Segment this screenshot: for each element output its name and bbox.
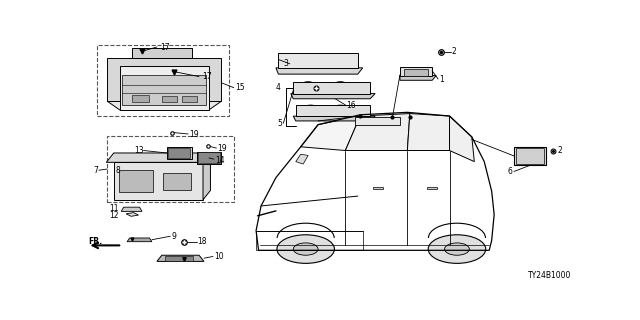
Ellipse shape	[301, 105, 320, 116]
Text: 7: 7	[93, 166, 98, 175]
Ellipse shape	[302, 84, 314, 92]
Text: 14: 14	[215, 156, 225, 165]
Polygon shape	[408, 114, 449, 150]
Circle shape	[136, 82, 148, 88]
Circle shape	[428, 235, 486, 263]
Polygon shape	[400, 67, 432, 76]
Polygon shape	[400, 76, 436, 80]
Bar	[163, 173, 191, 190]
Text: 9: 9	[172, 232, 176, 241]
Polygon shape	[291, 93, 375, 99]
Text: 11: 11	[109, 204, 118, 213]
Text: 3: 3	[284, 59, 288, 68]
Text: 1: 1	[439, 75, 444, 84]
Polygon shape	[278, 53, 358, 68]
Ellipse shape	[319, 57, 328, 64]
Bar	[198, 153, 220, 163]
Polygon shape	[114, 162, 203, 200]
Polygon shape	[108, 101, 221, 110]
Bar	[122, 75, 207, 105]
Bar	[404, 69, 428, 76]
Polygon shape	[126, 212, 138, 216]
Ellipse shape	[330, 82, 350, 93]
Bar	[162, 96, 177, 102]
Bar	[168, 148, 190, 158]
Polygon shape	[346, 114, 410, 150]
Text: 2: 2	[452, 47, 457, 56]
Text: 19: 19	[218, 144, 227, 153]
Bar	[355, 117, 400, 124]
Polygon shape	[157, 255, 204, 261]
Polygon shape	[301, 116, 360, 150]
Polygon shape	[293, 82, 370, 93]
Text: 12: 12	[109, 211, 118, 220]
Ellipse shape	[336, 57, 345, 64]
Text: 17: 17	[161, 43, 170, 52]
Bar	[182, 96, 196, 102]
Circle shape	[277, 235, 335, 263]
Bar	[118, 170, 154, 192]
Polygon shape	[120, 66, 209, 110]
Bar	[196, 152, 221, 164]
Polygon shape	[108, 58, 221, 101]
Ellipse shape	[334, 84, 347, 92]
Ellipse shape	[284, 57, 292, 64]
Polygon shape	[293, 116, 375, 121]
Ellipse shape	[301, 57, 310, 64]
Text: 10: 10	[214, 252, 223, 261]
Polygon shape	[203, 162, 211, 200]
Text: 16: 16	[346, 101, 356, 110]
Text: FR.: FR.	[88, 237, 102, 246]
Ellipse shape	[331, 105, 350, 116]
Text: 6: 6	[508, 167, 513, 176]
Bar	[132, 95, 150, 102]
Circle shape	[134, 165, 143, 170]
Ellipse shape	[298, 82, 318, 93]
Bar	[108, 136, 234, 202]
Text: TY24B1000: TY24B1000	[527, 271, 571, 280]
Circle shape	[293, 243, 318, 255]
Text: 13: 13	[134, 146, 143, 155]
Circle shape	[445, 243, 469, 255]
Bar	[428, 187, 437, 189]
Text: 8: 8	[116, 166, 120, 175]
Polygon shape	[449, 116, 474, 162]
Polygon shape	[106, 153, 211, 162]
Text: 2: 2	[557, 146, 563, 155]
Text: 19: 19	[189, 130, 199, 139]
Bar	[516, 148, 544, 164]
Text: 4: 4	[276, 83, 281, 92]
Polygon shape	[127, 238, 152, 242]
Text: 15: 15	[236, 83, 245, 92]
Text: 5: 5	[278, 119, 282, 128]
Polygon shape	[121, 207, 142, 212]
Bar	[372, 187, 383, 189]
Polygon shape	[276, 68, 363, 74]
Polygon shape	[296, 105, 370, 116]
Text: 17: 17	[202, 72, 212, 81]
Bar	[165, 256, 193, 261]
Polygon shape	[296, 154, 308, 164]
Bar	[97, 44, 229, 116]
Bar	[167, 147, 191, 159]
Text: 18: 18	[198, 237, 207, 246]
Bar	[514, 147, 547, 165]
Circle shape	[145, 188, 152, 192]
Polygon shape	[132, 48, 191, 58]
